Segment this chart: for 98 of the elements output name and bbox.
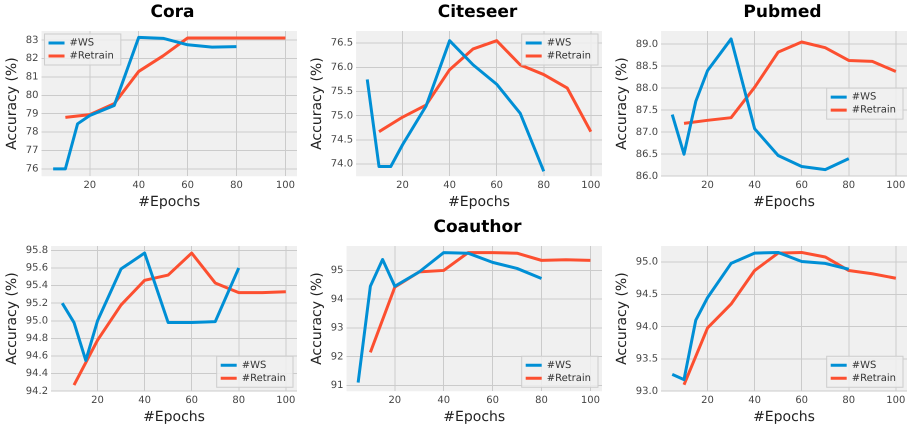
y-tick-label: 82 bbox=[26, 53, 39, 64]
y-tick-label: 75.5 bbox=[330, 86, 354, 98]
legend-label: #WS bbox=[70, 38, 94, 49]
y-tick-label: 91 bbox=[330, 380, 344, 392]
x-tick-label: 100 bbox=[276, 180, 295, 191]
y-axis-title: Accuracy (%) bbox=[309, 57, 326, 150]
legend-label: #WS bbox=[546, 38, 572, 49]
y-tick-label: 95.0 bbox=[636, 256, 658, 268]
y-tick-label: 95.2 bbox=[26, 298, 48, 309]
x-tick-label: 20 bbox=[701, 180, 714, 191]
y-tick-label: 94.6 bbox=[26, 350, 48, 362]
x-tick-label: 80 bbox=[232, 394, 246, 406]
x-axis-title: #Epochs bbox=[448, 194, 510, 210]
x-axis-title: #Epochs bbox=[753, 409, 815, 426]
x-tick-label: 100 bbox=[886, 180, 906, 191]
chart-title: Cora bbox=[149, 2, 196, 24]
legend-label: #Retrain bbox=[546, 372, 592, 384]
x-tick-label: 60 bbox=[486, 394, 499, 406]
y-tick-label: 95.8 bbox=[26, 244, 48, 256]
y-tick-label: 94.4 bbox=[26, 368, 48, 380]
x-tick-label: 20 bbox=[396, 180, 409, 191]
legend-label: #WS bbox=[852, 92, 876, 103]
x-axis-title: #Epochs bbox=[753, 194, 815, 210]
y-tick-label: 87.0 bbox=[636, 126, 658, 138]
y-axis-title: Accuracy (%) bbox=[614, 57, 630, 150]
y-tick-label: 94.5 bbox=[636, 288, 658, 300]
y-axis-title: Accuracy (%) bbox=[4, 272, 20, 365]
legend-label: #Retrain bbox=[70, 50, 114, 62]
x-tick-label: 80 bbox=[230, 180, 243, 191]
chart-title: Coauthor bbox=[432, 217, 523, 239]
x-tick-label: 80 bbox=[842, 180, 856, 191]
y-tick-label: 93.5 bbox=[636, 354, 658, 365]
legend-label: #WS bbox=[546, 360, 572, 371]
x-tick-label: 60 bbox=[185, 394, 198, 406]
x-axis-title: #Epochs bbox=[138, 194, 200, 210]
y-tick-label: 81 bbox=[26, 72, 39, 83]
x-tick-label: 40 bbox=[132, 180, 146, 191]
y-tick-label: 76.5 bbox=[330, 38, 354, 49]
legend-label: #WS bbox=[852, 360, 876, 371]
y-tick-label: 94.0 bbox=[636, 321, 658, 332]
y-tick-label: 75.0 bbox=[330, 110, 354, 122]
y-tick-label: 93 bbox=[330, 322, 344, 334]
x-tick-label: 100 bbox=[276, 394, 296, 406]
x-tick-label: 100 bbox=[886, 394, 906, 406]
legend-label: #WS bbox=[242, 360, 266, 371]
y-tick-label: 83 bbox=[26, 34, 39, 46]
chart-title: Pubmed bbox=[742, 2, 823, 24]
y-tick-label: 94.2 bbox=[26, 386, 48, 397]
y-tick-label: 95.4 bbox=[26, 280, 48, 292]
y-tick-label: 76 bbox=[26, 163, 39, 174]
y-axis-title: Accuracy (%) bbox=[614, 272, 630, 365]
y-tick-label: 86.0 bbox=[636, 170, 658, 182]
y-tick-label: 88.5 bbox=[636, 60, 658, 72]
y-tick-label: 92 bbox=[330, 351, 344, 362]
x-tick-label: 60 bbox=[490, 180, 504, 191]
x-tick-label: 40 bbox=[138, 394, 151, 406]
x-tick-label: 40 bbox=[748, 394, 761, 406]
x-tick-label: 60 bbox=[181, 180, 194, 191]
x-tick-label: 60 bbox=[795, 180, 808, 191]
y-tick-label: 95.0 bbox=[26, 315, 48, 326]
x-tick-label: 40 bbox=[443, 180, 456, 191]
y-tick-label: 94 bbox=[330, 294, 344, 305]
y-tick-label: 74.0 bbox=[330, 158, 354, 170]
legend-label: #Retrain bbox=[852, 372, 896, 384]
x-tick-label: 20 bbox=[83, 180, 96, 191]
y-tick-label: 89.0 bbox=[636, 38, 658, 50]
x-tick-label: 100 bbox=[581, 180, 600, 191]
y-tick-label: 86.5 bbox=[636, 148, 658, 160]
legend-label: #Retrain bbox=[546, 50, 592, 62]
x-tick-label: 20 bbox=[91, 394, 104, 406]
legend-label: #Retrain bbox=[852, 104, 896, 116]
y-tick-label: 77 bbox=[26, 145, 39, 156]
x-axis-title: #Epochs bbox=[143, 409, 205, 426]
y-tick-label: 88.0 bbox=[636, 82, 658, 94]
y-axis-title: Accuracy (%) bbox=[309, 272, 326, 365]
y-tick-label: 94.8 bbox=[26, 332, 48, 344]
chart-title: Citeseer bbox=[436, 2, 518, 24]
y-tick-label: 79 bbox=[26, 108, 39, 120]
x-tick-label: 20 bbox=[388, 394, 402, 406]
x-tick-label: 40 bbox=[748, 180, 761, 191]
y-tick-label: 87.5 bbox=[636, 104, 658, 116]
x-tick-label: 80 bbox=[537, 180, 550, 191]
x-tick-label: 80 bbox=[535, 394, 548, 406]
y-tick-label: 95 bbox=[330, 265, 344, 276]
y-tick-label: 93.0 bbox=[636, 386, 658, 397]
y-tick-label: 80 bbox=[26, 90, 39, 101]
x-tick-label: 100 bbox=[580, 394, 600, 406]
x-axis-title: #Epochs bbox=[443, 409, 506, 426]
x-tick-label: 60 bbox=[795, 394, 808, 406]
legend-label: #Retrain bbox=[242, 372, 286, 384]
y-tick-label: 74.5 bbox=[330, 134, 354, 146]
y-tick-label: 76.0 bbox=[330, 62, 354, 73]
y-tick-label: 95.6 bbox=[26, 262, 48, 274]
x-tick-label: 20 bbox=[701, 394, 714, 406]
x-tick-label: 80 bbox=[842, 394, 856, 406]
y-tick-label: 78 bbox=[26, 126, 39, 138]
y-axis-title: Accuracy (%) bbox=[4, 57, 20, 150]
x-tick-label: 40 bbox=[437, 394, 450, 406]
